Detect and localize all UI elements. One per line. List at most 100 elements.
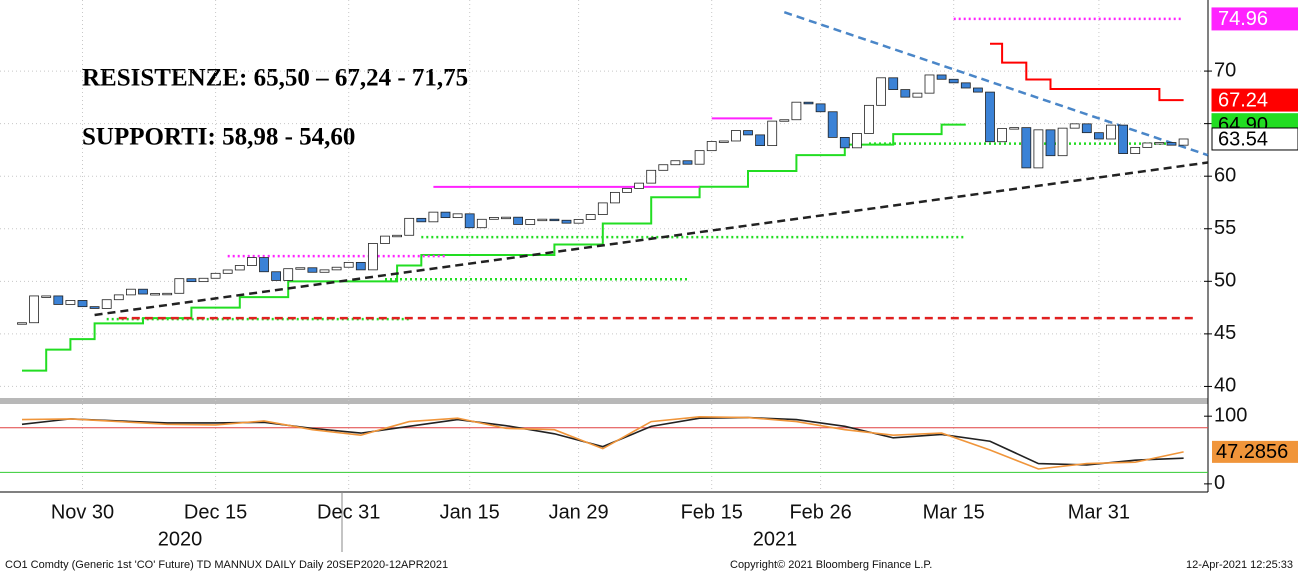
candle-body: [198, 277, 209, 283]
candle-body: [803, 101, 814, 105]
candle-body: [743, 130, 753, 136]
candle-body: [755, 134, 765, 147]
candle-body: [839, 137, 850, 149]
x-tick-label: Jan 29: [549, 501, 609, 523]
candle-body: [367, 243, 378, 271]
value-tag: [1211, 7, 1298, 31]
value-tag-label: 74.96: [1218, 8, 1268, 30]
value-tag-label: 67.24: [1218, 89, 1268, 111]
candle-body: [948, 78, 959, 84]
candle-body: [1142, 142, 1153, 148]
candle-body: [283, 268, 294, 281]
oscillator-line: [21, 416, 1184, 470]
candle-body: [259, 257, 269, 273]
candle-body: [101, 299, 112, 309]
candle-body: [537, 218, 548, 222]
candle-body: [150, 293, 161, 296]
y-tick-label: 100: [1214, 404, 1247, 426]
candle-body: [501, 216, 511, 220]
candle-body: [210, 272, 221, 279]
candle-body: [924, 74, 935, 94]
candle-body: [307, 267, 318, 273]
candle-body: [973, 87, 983, 93]
candle-body: [126, 288, 136, 296]
overlay-line: [990, 42, 1184, 102]
candle-body: [488, 217, 499, 220]
candle-body: [1118, 124, 1128, 154]
candle-body: [731, 130, 741, 142]
candle-body: [53, 295, 64, 305]
candle-body: [271, 271, 282, 281]
x-tick-label: Dec 15: [184, 501, 247, 523]
footer-timestamp: 12-Apr-2021 12:25:33: [1186, 559, 1293, 571]
candle-body: [900, 89, 911, 98]
candle-body: [222, 269, 233, 274]
candle-body: [960, 82, 971, 89]
candle-body: [41, 295, 52, 298]
candle-body: [162, 292, 173, 296]
candle-body: [404, 217, 415, 236]
x-tick-label: Mar 15: [923, 501, 985, 523]
candle-body: [416, 217, 427, 223]
candle-body: [682, 160, 693, 165]
panel-separator: [0, 398, 1208, 404]
candle-body: [852, 133, 862, 149]
candle-body: [113, 294, 124, 301]
support-note: SUPPORTI: 58,98 - 54,60: [82, 124, 355, 151]
footer-source: CO1 Comdty (Generic 1st 'CO' Future) TD …: [5, 559, 448, 571]
value-tag-label: 63.54: [1218, 128, 1268, 150]
candle-body: [452, 213, 463, 219]
candle-body: [380, 235, 390, 244]
candle-body: [997, 128, 1007, 143]
candle-body: [77, 300, 88, 308]
candle-body: [985, 91, 995, 143]
candle-body: [476, 218, 487, 229]
candle-body: [622, 187, 632, 193]
candle-body: [1045, 129, 1056, 157]
candle-body: [331, 266, 342, 271]
candle-body: [29, 295, 40, 324]
y-tick-label: 0: [1214, 472, 1225, 494]
value-tag: [1211, 127, 1298, 151]
y-tick-label: 60: [1214, 164, 1236, 186]
candle-body: [791, 101, 802, 121]
candle-body: [319, 269, 330, 273]
candle-body: [610, 191, 620, 204]
candle-body: [174, 278, 185, 294]
overlays: [22, 11, 1209, 372]
candle-body: [186, 278, 197, 283]
candle-body: [464, 213, 475, 229]
candle-body: [864, 104, 874, 134]
year-label: 2021: [753, 528, 798, 550]
overlay-line: [22, 123, 966, 372]
candle-body: [1106, 124, 1116, 140]
candle-body: [1166, 142, 1177, 146]
candle-body: [1021, 127, 1032, 169]
candle-body: [779, 119, 790, 122]
candle-body: [17, 322, 27, 325]
value-tag: [1211, 88, 1298, 112]
candle-body: [513, 216, 523, 225]
value-tag: [1212, 440, 1298, 463]
candle-body: [355, 261, 366, 271]
y-tick-label: 70: [1214, 59, 1236, 81]
value-tag-label: 47.2856: [1216, 441, 1288, 463]
candle-body: [246, 257, 257, 266]
overlay-line: [783, 11, 1209, 157]
candle-body: [1154, 142, 1165, 145]
y-tick-label: 45: [1214, 322, 1236, 344]
candle-body: [525, 219, 536, 225]
candles: [17, 74, 1189, 325]
candle-body: [634, 182, 644, 189]
candle-body: [912, 92, 923, 98]
x-tick-label: Feb 26: [789, 501, 851, 523]
footer-copyright: Copyright© 2021 Bloomberg Finance L.P.: [730, 559, 932, 571]
candle-body: [549, 218, 560, 222]
oscillator-line: [21, 416, 1184, 466]
candle-body: [815, 103, 826, 113]
overlay-line: [94, 161, 1208, 317]
candle-body: [1130, 146, 1141, 154]
candle-body: [295, 267, 306, 270]
candle-body: [1094, 132, 1104, 140]
